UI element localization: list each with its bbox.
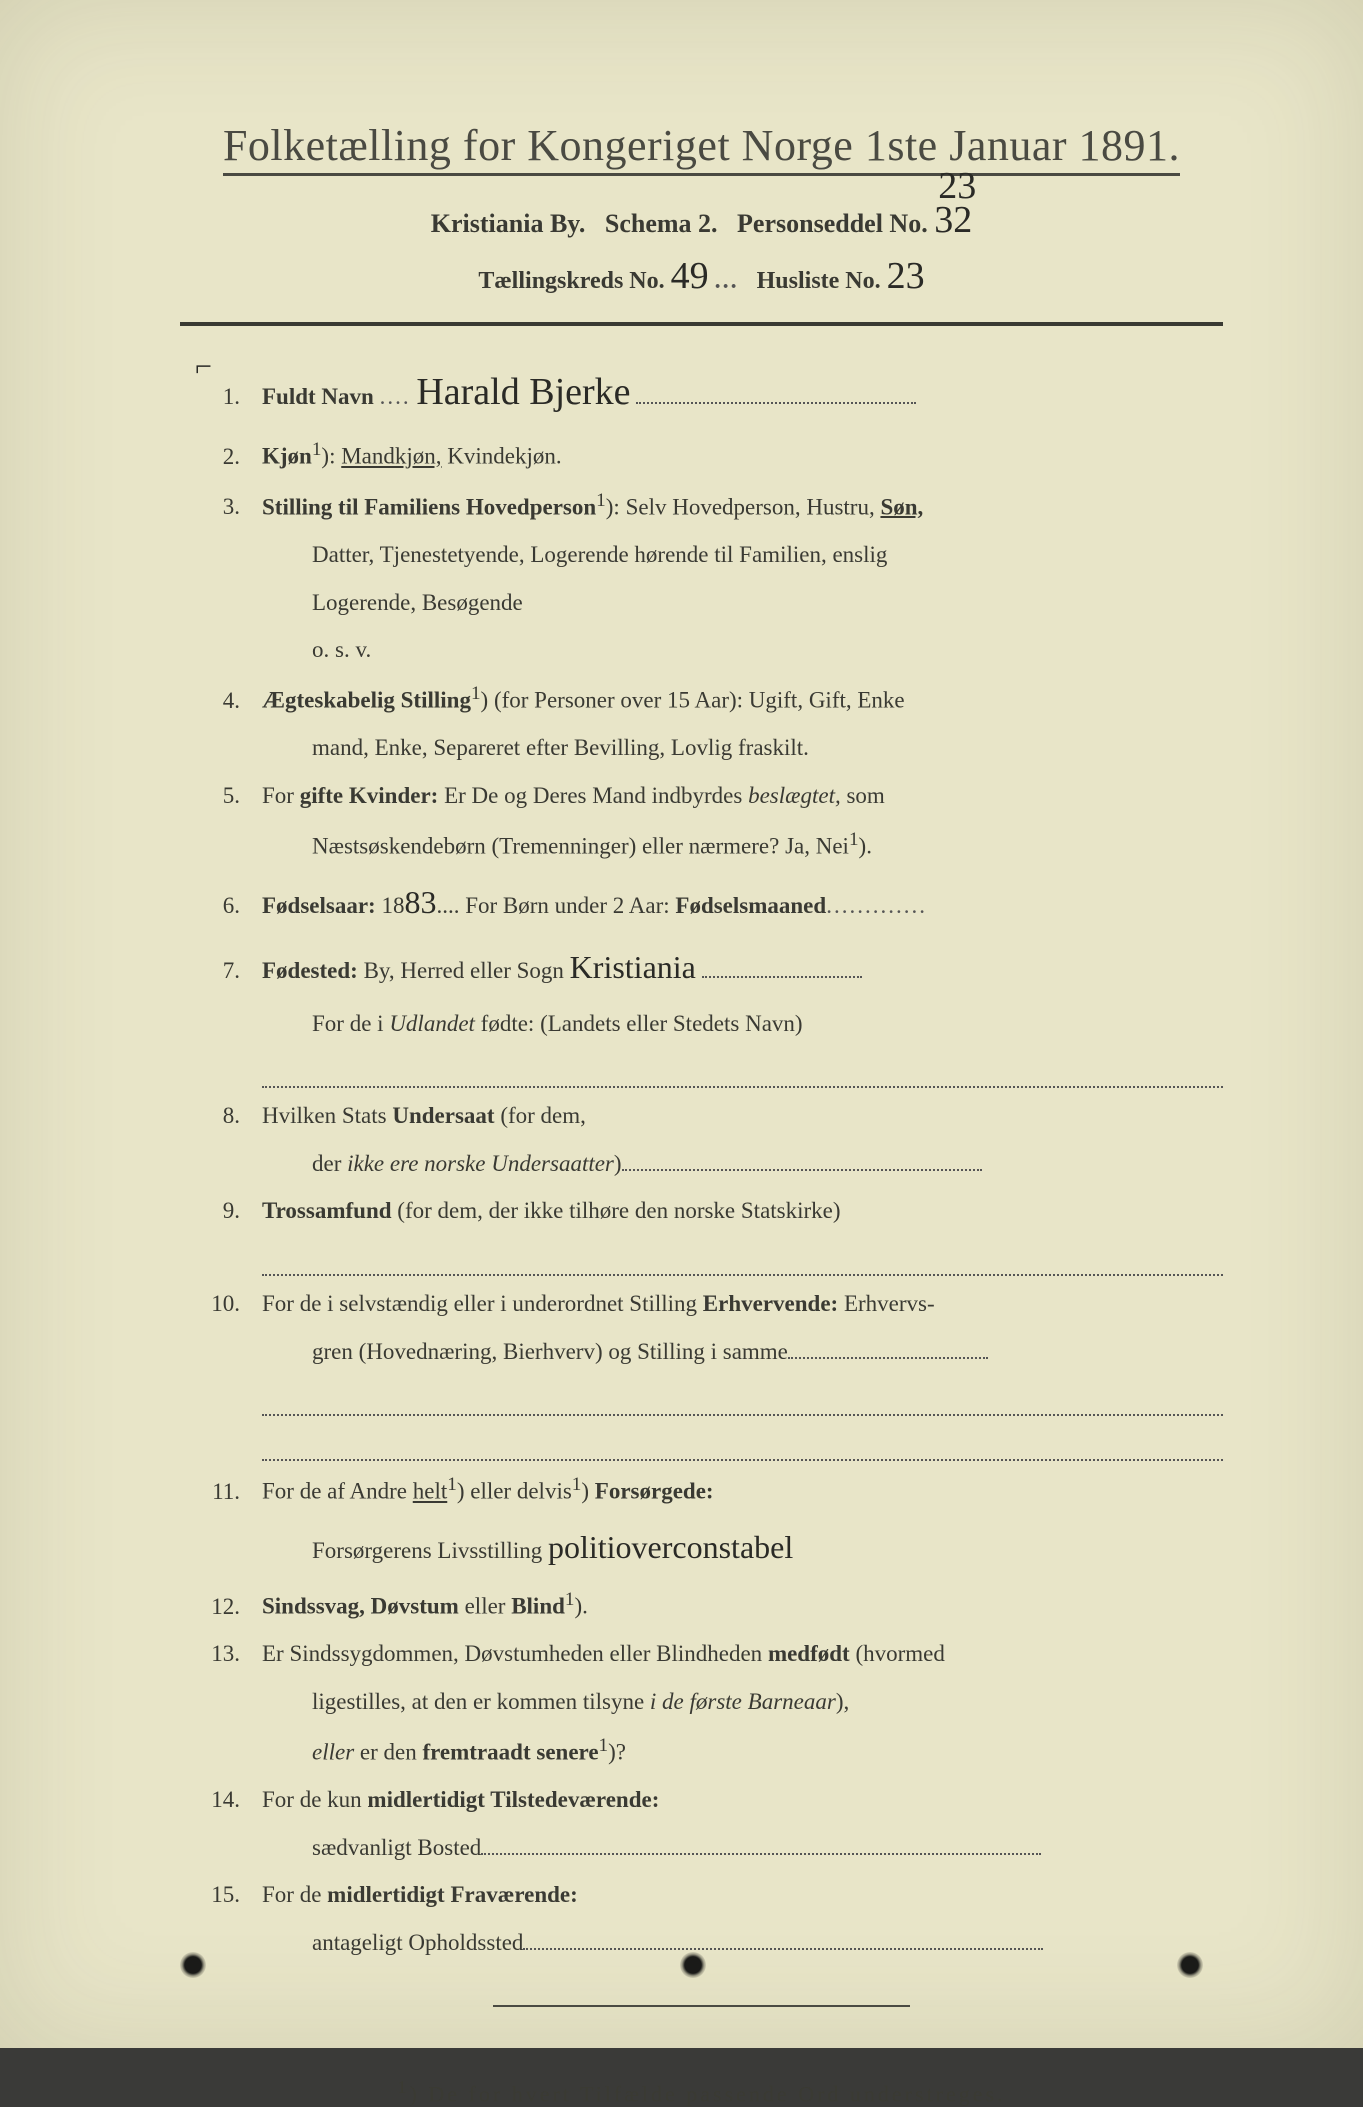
entry-7: 7. Fødested: By, Herred eller Sogn Krist…: [180, 937, 1223, 998]
punch-hole-icon: [1177, 1952, 1203, 1978]
field-label: Fuldt Navn: [262, 384, 374, 409]
taellingskreds-no: 49: [671, 255, 709, 297]
entry-9: 9. Trossamfund (for dem, der ikke tilhør…: [180, 1189, 1223, 1233]
entry-14-line2: sædvanligt Bosted: [312, 1826, 1223, 1870]
entry-num: 5.: [180, 774, 262, 818]
field-label: Undersaat: [392, 1103, 494, 1128]
dotted-blank: [262, 1049, 1223, 1088]
field-label: Trossamfund: [262, 1198, 392, 1223]
entry-12: 12. Sindssvag, Døvstum eller Blind1).: [180, 1582, 1223, 1628]
entry-8-line2: der ikke ere norske Undersaatter): [312, 1142, 1223, 1186]
provider-occupation: politioverconstabel: [548, 1529, 793, 1565]
name-value: Harald Bjerke: [416, 371, 630, 413]
entry-num: 4.: [180, 679, 262, 723]
entry-5-line2: Næstsøskendebørn (Tremenninger) eller næ…: [312, 822, 1223, 868]
relation-selected: Søn,: [880, 494, 923, 519]
entry-4: 4. Ægteskabelig Stilling1) (for Personer…: [180, 676, 1223, 722]
birthplace-value: Kristiania: [570, 949, 696, 985]
sex-rest: Kvindekjøn.: [442, 444, 562, 469]
entry-8: 8. Hvilken Stats Undersaat (for dem,: [180, 1094, 1223, 1138]
entry-14: 14. For de kun midlertidigt Tilstedevære…: [180, 1778, 1223, 1822]
header-divider: [180, 322, 1223, 326]
entry-5: 5. For gifte Kvinder: Er De og Deres Man…: [180, 774, 1223, 818]
dotted-blank: [262, 1377, 1223, 1416]
entry-3-line4: o. s. v.: [312, 628, 1223, 672]
footnote-text: ) De for hvert Tilfælde passende Ord und…: [410, 2081, 1006, 2106]
entry-11: 11. For de af Andre helt1) eller delvis1…: [180, 1467, 1223, 1513]
census-form-page: Folketælling for Kongeriget Norge 1ste J…: [0, 0, 1363, 2048]
entry-7-line2: For de i Udlandet fødte: (Landets eller …: [312, 1002, 1223, 1046]
entry-11-line2: Forsørgerens Livsstilling politiovercons…: [312, 1517, 1223, 1578]
field-label: midlertidigt Fraværende:: [327, 1882, 578, 1907]
husliste-no-upper: 23: [938, 164, 976, 208]
footnote: 1) De for hvert Tilfælde passende Ord un…: [180, 2077, 1223, 2107]
form-title: Folketælling for Kongeriget Norge 1ste J…: [223, 120, 1180, 176]
dotted-blank: [262, 1237, 1223, 1276]
form-entries: 1. Fuldt Navn .... Harald Bjerke 2. Kjøn…: [180, 356, 1223, 1965]
entry-13-line2: ligestilles, at den er kommen tilsyne i …: [312, 1680, 1223, 1724]
sup: 1: [596, 490, 606, 511]
entry-num: 3.: [180, 485, 262, 529]
entry-3: 3. Stilling til Familiens Hovedperson1):…: [180, 483, 1223, 529]
footnote-divider: [493, 2005, 910, 2007]
entry-num: 7.: [180, 949, 262, 993]
punch-hole-icon: [180, 1952, 206, 1978]
husliste-label: Husliste No.: [757, 268, 881, 294]
entry-13: 13. Er Sindssygdommen, Døvstumheden elle…: [180, 1632, 1223, 1676]
entry-num: 8.: [180, 1094, 262, 1138]
footnote-sup: 1: [397, 2077, 409, 2097]
sex-selected: Mandkjøn,: [341, 444, 441, 469]
husliste-no: 23: [887, 255, 925, 297]
entry-num: 12.: [180, 1585, 262, 1629]
entry-1: 1. Fuldt Navn .... Harald Bjerke: [180, 356, 1223, 428]
form-header: Folketælling for Kongeriget Norge 1ste J…: [180, 120, 1223, 298]
city-label: Kristiania By.: [431, 209, 586, 238]
margin-tick: ⌐: [195, 350, 212, 384]
personseddel-label: Personseddel No.: [737, 209, 928, 238]
taellingskreds-label: Tællingskreds No.: [478, 268, 664, 294]
form-subheader-1: Kristiania By. Schema 2. Personseddel No…: [180, 198, 1223, 242]
entry-2: 2. Kjøn1): Mandkjøn, Kvindekjøn.: [180, 432, 1223, 478]
field-label: Sindssvag, Døvstum: [262, 1594, 459, 1619]
field-label: Ægteskabelig Stilling: [262, 688, 471, 713]
entry-4-line2: mand, Enke, Separeret efter Bevilling, L…: [312, 726, 1223, 770]
entry-6: 6. Fødselsaar: 1883.... For Børn under 2…: [180, 872, 1223, 933]
field-label: Fødselsaar:: [262, 893, 376, 918]
entry-num: 2.: [180, 435, 262, 479]
sup: 1: [312, 439, 322, 460]
entry-num: 14.: [180, 1778, 262, 1822]
birth-year: 83: [404, 884, 436, 920]
field-label: Kjøn: [262, 444, 312, 469]
field-label: gifte Kvinder:: [300, 783, 439, 808]
entry-num: 6.: [180, 884, 262, 928]
field-label: Fødested:: [262, 958, 358, 983]
entry-10-line2: gren (Hovednæring, Bierhverv) og Stillin…: [312, 1330, 1223, 1374]
punch-hole-icon: [680, 1952, 706, 1978]
entry-15-line2: antageligt Opholdssted: [312, 1921, 1223, 1965]
form-subheader-2: Tællingskreds No. 49 ... Husliste No. 23: [180, 254, 1223, 298]
schema-label: Schema 2.: [605, 209, 718, 238]
sup: 1: [471, 683, 481, 704]
entry-3-line3: Logerende, Besøgende: [312, 581, 1223, 625]
entry-3-line2: Datter, Tjenestetyende, Logerende hørend…: [312, 533, 1223, 577]
dotted-blank: [262, 1422, 1223, 1461]
entry-num: 11.: [180, 1470, 262, 1514]
field-label: Stilling til Familiens Hovedperson: [262, 494, 596, 519]
entry-num: 13.: [180, 1632, 262, 1676]
entry-num: 10.: [180, 1282, 262, 1326]
entry-13-line3: eller er den fremtraadt senere1)?: [312, 1728, 1223, 1774]
entry-num: 1.: [180, 375, 262, 419]
field-label: Erhvervende:: [703, 1291, 838, 1316]
entry-num: 15.: [180, 1873, 262, 1917]
field-label: Forsørgede:: [595, 1479, 714, 1504]
entry-num: 9.: [180, 1189, 262, 1233]
entry-15: 15. For de midlertidigt Fraværende:: [180, 1873, 1223, 1917]
field-label: midlertidigt Tilstedeværende:: [367, 1787, 659, 1812]
entry-10: 10. For de i selvstændig eller i underor…: [180, 1282, 1223, 1326]
